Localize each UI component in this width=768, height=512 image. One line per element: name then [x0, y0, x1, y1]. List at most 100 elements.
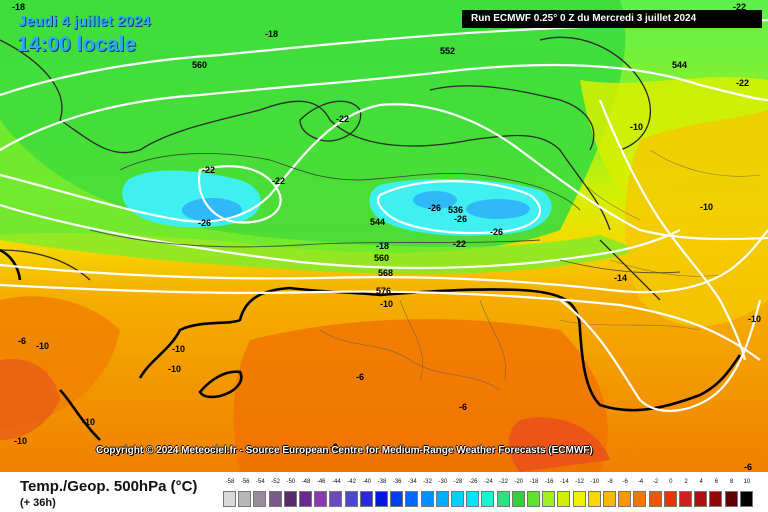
legend-swatch: [709, 491, 723, 507]
legend-label: -20: [514, 479, 524, 485]
legend-color-scale: [223, 491, 756, 507]
legend-swatch: [299, 491, 312, 507]
temperature-label: -2: [330, 442, 338, 452]
legend-swatch: [511, 491, 525, 507]
legend-footer: Temp./Geop. 500hPa (°C) (+ 36h) -58 -56 -5…: [0, 472, 768, 512]
legend-label: -40: [362, 479, 372, 485]
legend-label: -34: [408, 479, 417, 485]
legend-swatch: [329, 491, 343, 507]
legend-label: -56: [240, 479, 250, 485]
geopotential-label: 536: [448, 205, 463, 215]
legend-label: -28: [453, 479, 463, 485]
temperature-label: -6: [744, 462, 752, 472]
geopotential-label: 576: [376, 286, 391, 296]
model-run-label: Run ECMWF 0.25° 0 Z du Mercredi 3 juille…: [462, 10, 762, 28]
legend-swatch: [663, 491, 677, 507]
parameter-title: Temp./Geop. 500hPa (°C): [20, 478, 198, 495]
temperature-label: -26: [490, 227, 503, 237]
legend-swatch: [253, 491, 267, 507]
legend-swatch: [359, 491, 373, 507]
temperature-label: -26: [428, 203, 441, 213]
map-canvas: 560 552 544 544 536 560 568 576 -18 -18 …: [0, 0, 768, 472]
legend-swatch: [739, 491, 753, 507]
geopotential-label: 560: [192, 60, 207, 70]
legend-swatch: [390, 491, 404, 507]
legend-label: 8: [729, 479, 734, 485]
legend-label: -16: [544, 479, 554, 485]
forecast-date: Jeudi 4 juillet 2024: [18, 13, 151, 30]
legend-label: -46: [316, 479, 326, 485]
legend-label: -24: [484, 479, 493, 485]
temperature-label: -10: [172, 344, 185, 354]
coastline-south: [0, 248, 742, 441]
forecast-time: 14:00 locale: [17, 33, 137, 56]
hot-patch-west: [0, 359, 60, 440]
temperature-label: -10: [36, 341, 49, 351]
cold-core-east: [369, 178, 552, 236]
legend-swatch: [496, 491, 510, 507]
legend-swatch: [375, 491, 388, 507]
legend-label: -26: [468, 479, 478, 485]
hot-patch: [508, 417, 610, 472]
legend-swatch: [648, 491, 662, 507]
legend-label: -50: [286, 479, 296, 485]
copyright-notice: Copyright © 2024 Meteociel.fr - Source E…: [96, 445, 593, 456]
legend-label: -52: [271, 479, 280, 485]
legend-label: -58: [225, 479, 235, 485]
geopotential-label: 544: [672, 60, 687, 70]
legend-swatch: [572, 491, 586, 507]
legend-swatch: [435, 491, 449, 507]
temperature-label: -6: [459, 402, 467, 412]
legend-swatch: [451, 491, 464, 507]
coastlines: [0, 36, 661, 301]
geopotential-labels: 560 552 544 544 536 560 568 576: [192, 46, 687, 296]
legend-swatch: [268, 491, 282, 507]
legend-label: 4: [699, 479, 703, 485]
legend-swatch: [603, 491, 616, 507]
legend-label: -42: [347, 479, 356, 485]
legend-scale-labels: -58 -56 -54 -52 -50 -48 -46 -44 -42 -40 -38 -36 -34-…: [223, 479, 756, 489]
legend-swatch: [238, 491, 252, 507]
legend-swatch: [679, 491, 692, 507]
legend-swatch: [283, 491, 297, 507]
legend-swatch: [542, 491, 556, 507]
legend-swatch: [466, 491, 480, 507]
legend-swatch: [481, 491, 495, 507]
legend-swatch: [223, 491, 236, 507]
temperature-label: -26: [454, 214, 467, 224]
temperature-label: -22: [733, 2, 746, 12]
legend-label: -54: [256, 479, 265, 485]
legend-label: -32: [423, 479, 432, 485]
legend-label: -36: [392, 479, 402, 485]
legend-label: 2: [684, 479, 688, 485]
legend-swatch: [618, 491, 632, 507]
temperature-label: -18: [12, 2, 25, 12]
temperature-label: -10: [82, 417, 95, 427]
temperature-labels: -18 -18 -22 -22 -22 -22 -22 -26 -26 -26 …: [12, 2, 761, 472]
legend-label: -12: [575, 479, 584, 485]
temperature-label: -18: [265, 29, 278, 39]
legend-swatch: [557, 491, 571, 507]
legend-swatch: [587, 491, 601, 507]
legend-swatch: [314, 491, 328, 507]
legend-label: -22: [499, 479, 508, 485]
legend-swatch: [633, 491, 647, 507]
geopotential-label: 544: [370, 217, 385, 227]
temperature-label: -10: [630, 122, 643, 132]
legend-label: 6: [714, 479, 719, 485]
legend-label: 0: [669, 479, 673, 485]
legend-label: -38: [377, 479, 387, 485]
temperature-label: -26: [198, 218, 211, 228]
legend-label: -10: [590, 479, 600, 485]
legend-swatch: [527, 491, 540, 507]
legend-label: -18: [529, 479, 539, 485]
legend-label: -30: [438, 479, 448, 485]
temperature-label: -22: [736, 78, 749, 88]
temperature-label: -22: [272, 176, 285, 186]
legend-swatch: [694, 491, 708, 507]
temp-zone-lightgreen: [0, 120, 640, 274]
legend-label: -14: [560, 479, 569, 485]
geopotential-label: 568: [378, 268, 393, 278]
legend-swatch: [405, 491, 419, 507]
temperature-label: -22: [202, 165, 215, 175]
